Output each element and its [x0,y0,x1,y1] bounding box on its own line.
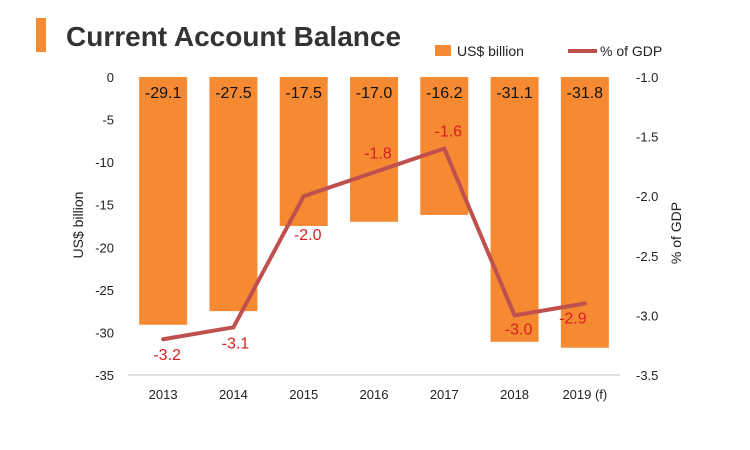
legend-label-line: % of GDP [600,43,662,59]
line-data-label: -3.0 [505,321,533,338]
y2-tick-label: -2.5 [636,249,658,264]
legend-swatch-bars [435,45,451,56]
line-point [442,146,447,151]
y-axis-left: 0 -5 -10 -15 -20 -25 -30 -35 [95,70,114,383]
bar-data-label: -29.1 [145,85,182,102]
line-point [372,170,376,175]
bar-data-label: -31.8 [567,85,604,102]
title-marker [36,18,46,52]
bar-data-label: -31.1 [496,85,533,102]
y2-tick-label: -1.5 [636,130,658,145]
x-tick-label: 2017 [430,387,459,402]
line-point [161,337,166,342]
bar-data-label: -27.5 [215,85,252,102]
y2-tick-label: -3.0 [636,308,658,323]
line-point [301,194,306,199]
bar-series: -29.1 -27.5 -17.5 -17.0 -16.2 -31.1 -31.8 [139,77,609,348]
bar [350,77,398,222]
y-tick-label: -20 [95,240,114,255]
bar [490,77,539,342]
line-data-label: -2.9 [559,310,587,327]
y-tick-label: -35 [95,368,114,383]
y-tick-label: -10 [95,155,114,170]
bar [209,77,258,312]
x-axis: 2013 2014 2015 2016 2017 2018 2019 (f) [149,387,608,402]
bar-data-label: -17.0 [356,85,393,102]
bar [420,77,469,215]
line-data-label: -3.2 [153,347,181,364]
line-point [582,301,587,306]
x-tick-label: 2016 [360,387,389,402]
x-tick-label: 2015 [289,387,318,402]
legend-label-bars: US$ billion [457,43,524,59]
x-tick-label: 2014 [219,387,248,402]
line-data-label: -1.8 [364,145,392,162]
y2-axis-title: % of GDP [668,202,684,264]
bar-data-label: -17.5 [285,85,322,102]
legend: US$ billion % of GDP [435,43,662,59]
y-tick-label: 0 [107,70,114,85]
x-tick-label: 2018 [500,387,529,402]
y-tick-label: -15 [95,198,114,213]
bar [139,77,188,325]
bar [279,77,328,226]
chart-title: Current Account Balance [66,21,401,52]
y-tick-label: -30 [95,325,114,340]
y2-tick-label: -2.0 [636,189,658,204]
y-tick-label: -5 [102,113,114,128]
bar-data-label: -16.2 [426,85,463,102]
line-series: -3.2 -3.1 -2.0 -1.8 -1.6 -3.0 -2.9 [153,124,587,364]
line-data-label: -2.0 [294,227,322,244]
x-tick-label: 2013 [149,387,178,402]
y-tick-label: -25 [95,283,114,298]
line-data-label: -3.1 [222,335,250,352]
y2-tick-label: -3.5 [636,368,658,383]
y2-tick-label: -1.0 [636,70,658,85]
x-tick-label: 2019 (f) [562,387,607,402]
line-point [231,325,236,330]
y-axis-title: US$ billion [70,192,86,259]
y-axis-right: -1.0 -1.5 -2.0 -2.5 -3.0 -3.5 [636,70,658,383]
line-point [512,313,517,318]
line-data-label: -1.6 [434,124,462,141]
